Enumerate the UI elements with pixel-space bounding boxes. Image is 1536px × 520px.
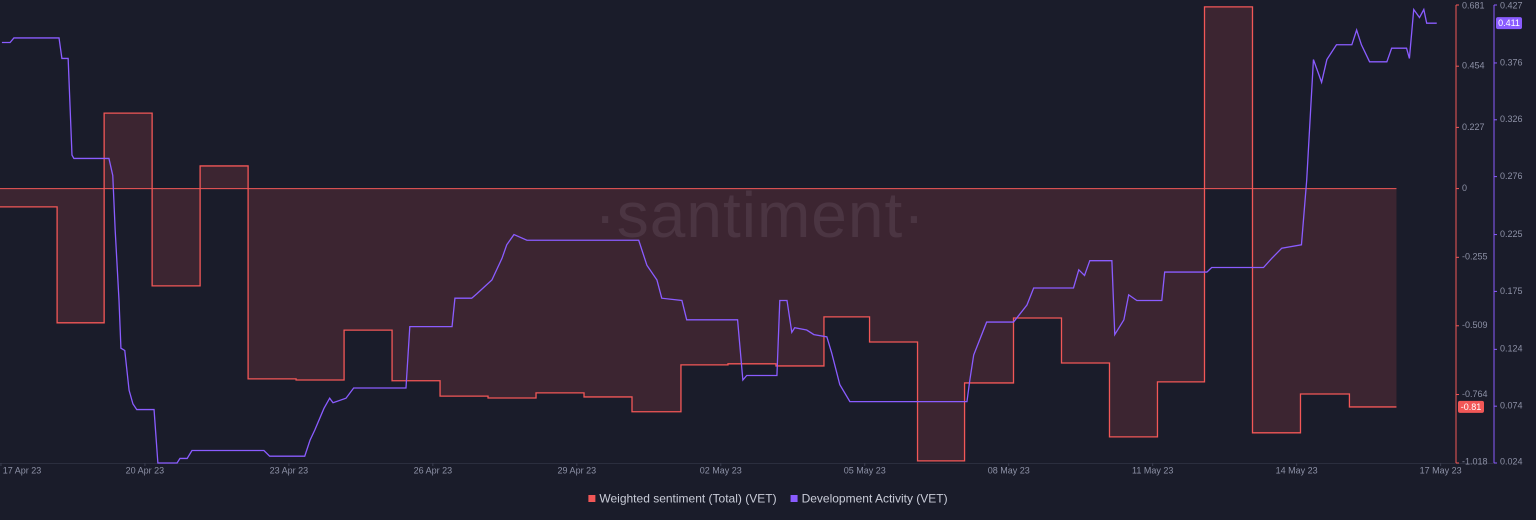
legend-swatch — [790, 495, 798, 502]
x-tick-label: 23 Apr 23 — [270, 465, 309, 475]
y2-tick-label: 0.276 — [1500, 171, 1523, 181]
x-tick-label: 17 Apr 23 — [3, 465, 42, 475]
x-tick-label: 26 Apr 23 — [414, 465, 453, 475]
x-tick-label: 20 Apr 23 — [126, 465, 165, 475]
legend-label: Weighted sentiment (Total) (VET) — [599, 492, 776, 506]
y-tick-label: 0.454 — [1462, 61, 1485, 71]
y-tick-label: -0.255 — [1462, 252, 1488, 262]
area — [0, 6, 1397, 461]
y-tick-label: 0.227 — [1462, 122, 1485, 132]
y-tick-label: 0.681 — [1462, 0, 1485, 10]
x-tick-label: 05 May 23 — [844, 465, 886, 475]
y2-tick-label: 0.124 — [1500, 344, 1523, 354]
y2-tick-label: 0.225 — [1500, 229, 1523, 239]
x-tick-label: 14 May 23 — [1276, 465, 1318, 475]
y2-tick-label: 0.024 — [1500, 456, 1523, 466]
legend-swatch — [588, 495, 596, 502]
badge-bg — [1496, 17, 1522, 30]
badge-bg — [1458, 400, 1484, 413]
y2-tick-label: 0.326 — [1500, 114, 1523, 124]
y2-tick-label: 0.074 — [1500, 401, 1523, 411]
series-line — [1, 7, 1437, 464]
badge-label: 0.411 — [1498, 18, 1520, 28]
x-tick-label: 29 Apr 23 — [558, 465, 597, 475]
y-tick-label: -1.018 — [1462, 456, 1488, 466]
y-tick-label: -0.509 — [1462, 320, 1488, 330]
y-tick-label: -0.764 — [1462, 389, 1488, 399]
legend-label: Development Activity (VET) — [802, 492, 948, 506]
y-tick-label: 0 — [1462, 183, 1467, 193]
x-tick-label: 17 May 23 — [1420, 465, 1462, 475]
x-tick-label: 02 May 23 — [700, 465, 742, 475]
y2-tick-label: 0.376 — [1500, 57, 1523, 67]
last-value-badge: 0.411 — [1496, 17, 1522, 30]
badge-label: -0.81 — [1461, 402, 1482, 412]
x-tick-label: 08 May 23 — [988, 465, 1030, 475]
y2-tick-label: 0.427 — [1500, 0, 1523, 10]
watermark: ·santiment· — [594, 179, 925, 251]
y2-tick-label: 0.175 — [1500, 286, 1523, 296]
legend: Weighted sentiment (Total) (VET) Developm… — [588, 492, 948, 506]
x-tick-label: 11 May 23 — [1132, 465, 1173, 475]
series-line — [0, 6, 1397, 462]
last-value-badge: -0.81 — [1458, 400, 1484, 413]
